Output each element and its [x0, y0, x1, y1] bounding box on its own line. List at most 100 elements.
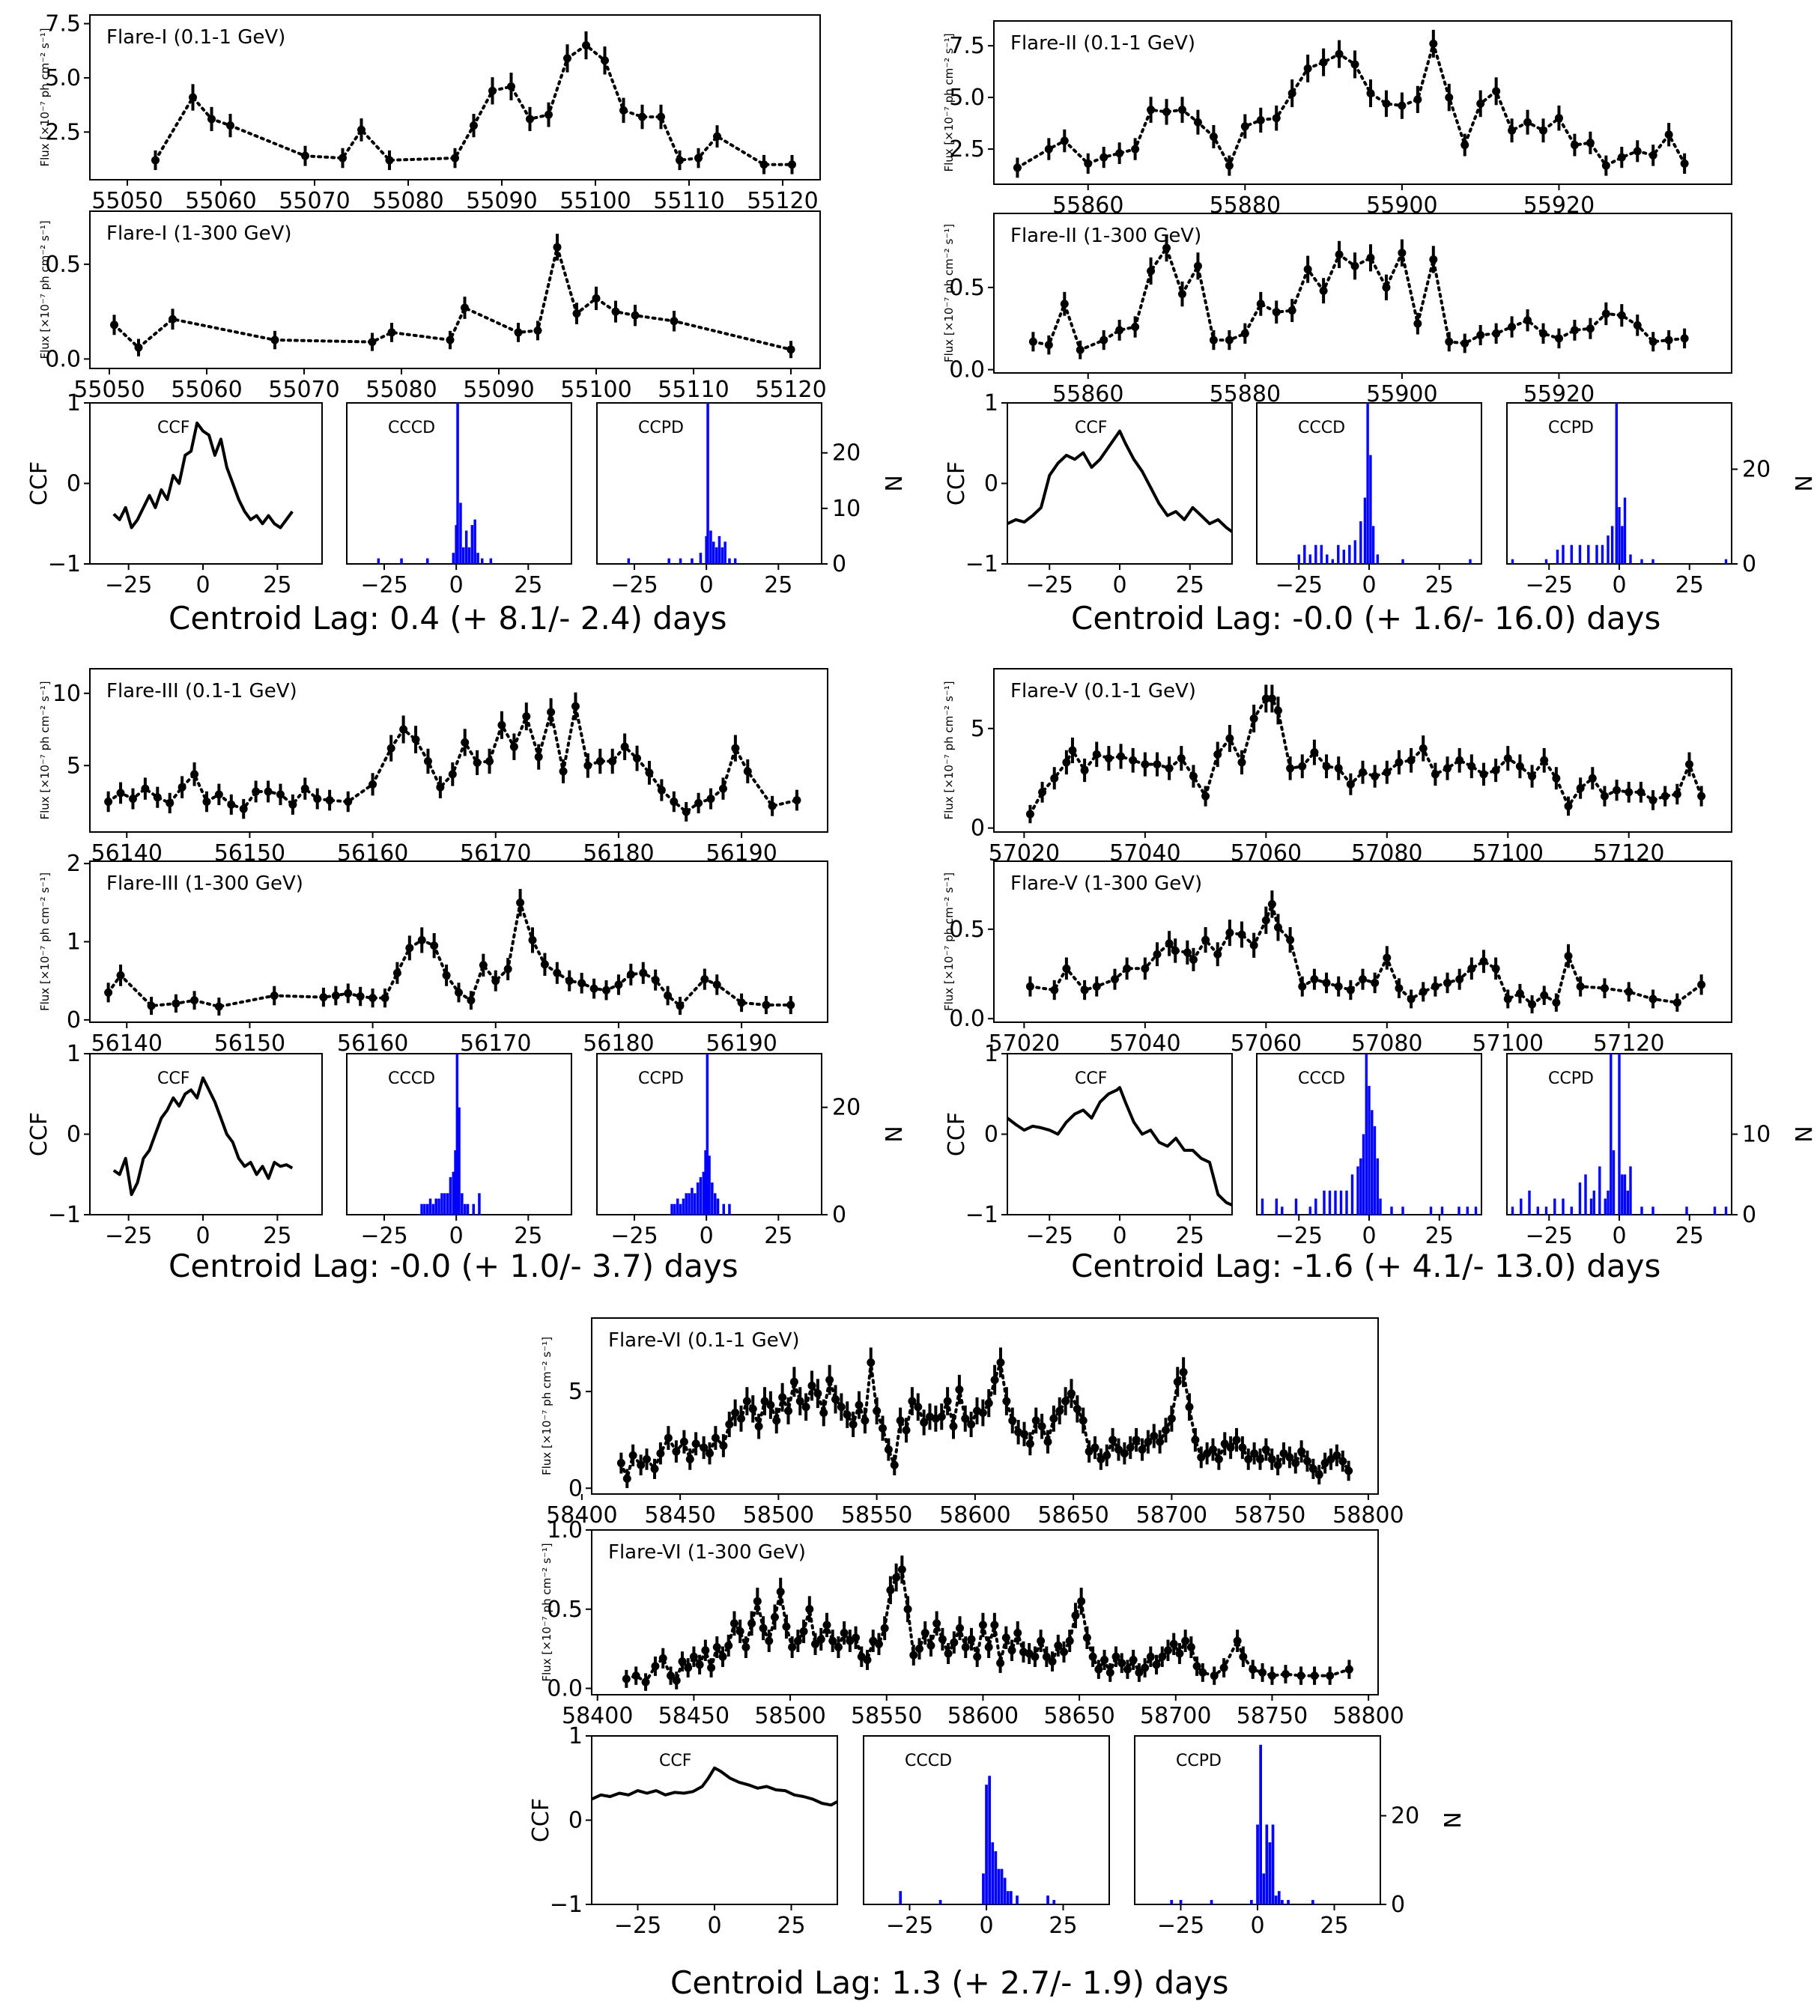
- lc-flare-6-soft-point: [766, 1400, 775, 1409]
- lc-flare-2-hard-point: [1429, 255, 1438, 264]
- lc-flare-5-hard-point: [1141, 964, 1150, 973]
- lc-flare-6-soft-point: [1073, 1404, 1082, 1413]
- lc-flare-2-soft-ytick-label: 5.0: [949, 85, 985, 111]
- ccpd-flare-6-xtick-label: −25: [1157, 1913, 1204, 1939]
- lc-flare-2-soft-point: [1539, 126, 1548, 135]
- lc-flare-1-soft-point: [619, 106, 628, 115]
- lc-flare-3-soft-point: [411, 735, 420, 744]
- lc-flare-5-hard-point: [1467, 964, 1476, 973]
- lc-flare-2-hard-point: [1303, 265, 1312, 274]
- centroid-lag-flare-3: Centroid Lag: -0.0 (+ 1.0/- 3.7) days: [169, 1248, 738, 1284]
- lc-flare-5-hard-xtick-label: 57060: [1231, 1030, 1302, 1057]
- cccd-flare-1-bar: [452, 553, 455, 564]
- lc-flare-3-soft-point: [559, 767, 568, 776]
- lc-flare-5-hard-point: [1515, 989, 1524, 998]
- lc-flare-6-soft-xtick-label: 58750: [1234, 1502, 1305, 1528]
- lc-flare-3-soft-point: [344, 797, 353, 806]
- ccpd-flare-3-bar: [716, 1198, 720, 1215]
- lc-flare-6-hard-point: [840, 1629, 849, 1637]
- lc-flare-6-hard-point: [880, 1624, 889, 1633]
- lc-flare-2-hard-point: [1099, 336, 1108, 344]
- cccd-flare-1-bar: [459, 503, 462, 564]
- ccpd-flare-3-bar: [691, 1188, 694, 1215]
- cccd-flare-3-bar: [434, 1198, 437, 1215]
- lc-flare-3-hard-point: [614, 980, 623, 989]
- cccd-flare-3-bar: [431, 1203, 435, 1215]
- cccd-flare-6-bar: [994, 1850, 998, 1904]
- ccpd-flare-5-bar: [1598, 1166, 1601, 1215]
- lc-flare-2-soft-point: [1648, 151, 1657, 160]
- ccf-flare-1-ylabel: CCF: [26, 461, 52, 505]
- cccd-flare-5-title: CCCD: [1298, 1069, 1345, 1088]
- lc-flare-5-hard-point: [1080, 986, 1089, 995]
- cccd-flare-1-bar: [377, 558, 380, 564]
- lc-flare-6-hard-point: [1111, 1652, 1120, 1661]
- lc-flare-3-soft-point: [104, 797, 113, 806]
- ccpd-flare-6-bar: [1179, 1900, 1183, 1904]
- lc-flare-2-hard-point: [1060, 300, 1069, 309]
- lc-flare-5-hard-point: [1564, 952, 1573, 961]
- lc-flare-3-hard-point: [116, 971, 125, 980]
- ccpd-flare-5-title: CCPD: [1548, 1069, 1594, 1088]
- lc-flare-5-hard-point: [1407, 995, 1416, 1004]
- lc-flare-5-hard-xtick-label: 57020: [989, 1030, 1060, 1057]
- lc-flare-2-hard-frame: [993, 213, 1732, 374]
- ccpd-flare-3-ytick-label: 0: [832, 1202, 846, 1228]
- lc-flare-3-soft-point: [166, 798, 175, 807]
- cccd-flare-1-bar: [462, 547, 465, 564]
- lc-flare-2-hard-point: [1287, 306, 1296, 315]
- ccpd-flare-2-bar: [1601, 544, 1604, 564]
- lc-flare-2-soft-xtick-label: 55880: [1210, 192, 1281, 219]
- cccd-flare-2-bar: [1337, 544, 1340, 564]
- ccpd-flare-5-bar: [1578, 1182, 1582, 1215]
- lc-flare-3-soft-point: [682, 807, 691, 816]
- lc-flare-3-hard-point: [651, 976, 660, 985]
- ccpd-flare-3-bar: [673, 1203, 676, 1215]
- lc-flare-2-hard-point: [1539, 329, 1548, 338]
- cccd-flare-1-bar: [473, 519, 476, 564]
- lc-flare-1-hard-point: [368, 338, 377, 347]
- lc-flare-6-hard-point: [984, 1643, 993, 1652]
- lc-flare-2-hard-point: [1162, 243, 1171, 252]
- lc-flare-6-soft-xtick-label: 58650: [1037, 1502, 1108, 1528]
- lc-flare-6-soft-xtick-label: 58600: [939, 1502, 1010, 1528]
- lc-flare-3-soft-line: [106, 705, 798, 814]
- lc-flare-2-soft-point: [1225, 161, 1234, 170]
- ccpd-flare-2-xtick-label: −25: [1526, 572, 1573, 598]
- ccf-flare-2-xtick-label: 0: [1112, 572, 1126, 598]
- lc-flare-6-soft-point: [855, 1400, 864, 1409]
- cccd-flare-3-xtick-label: 0: [449, 1223, 464, 1249]
- cccd-flare-6-bar: [1006, 1891, 1010, 1904]
- lc-flare-6-hard-point: [990, 1621, 999, 1630]
- lc-flare-6-soft-point: [1291, 1459, 1300, 1468]
- lc-flare-1-hard-point: [446, 336, 455, 344]
- lc-flare-2-soft-point: [1492, 87, 1501, 96]
- ccpd-flare-2-xtick-label: 0: [1612, 572, 1626, 598]
- lc-flare-5-soft-point: [1050, 774, 1059, 783]
- lc-flare-6-hard-point: [886, 1585, 895, 1594]
- lc-flare-3-soft-xtick-label: 56190: [706, 840, 777, 866]
- lc-flare-3-hard-point: [104, 988, 113, 997]
- ccpd-flare-2-bar: [1610, 526, 1614, 564]
- lc-flare-1-soft-frame: [89, 14, 821, 180]
- lc-flare-6-hard-point: [1001, 1633, 1010, 1642]
- lc-flare-5-hard-point: [1503, 995, 1512, 1004]
- lc-flare-6-soft-xtick-label: 58700: [1136, 1502, 1207, 1528]
- lc-flare-3-soft-point: [670, 797, 679, 806]
- lc-flare-2-hard-point: [1366, 253, 1375, 262]
- lc-flare-6-soft-point: [650, 1464, 659, 1473]
- lc-flare-1-hard-xtick-label: 55050: [73, 377, 145, 403]
- lc-flare-3-soft-ytick-label: 5: [67, 753, 81, 779]
- cccd-flare-2-xtick-label: −25: [1275, 572, 1323, 598]
- ccpd-flare-1-bar: [706, 403, 709, 564]
- lc-flare-2-soft-point: [1084, 159, 1093, 168]
- centroid-lag-flare-5: Centroid Lag: -1.6 (+ 4.1/- 13.0) days: [1071, 1248, 1660, 1284]
- cccd-flare-2-bar: [1353, 540, 1356, 564]
- ccf-flare-1-frame: [89, 402, 323, 565]
- lc-flare-5-soft-point: [1310, 748, 1319, 757]
- ccpd-flare-2-bar: [1623, 497, 1627, 564]
- cccd-flare-2-bar: [1348, 544, 1351, 564]
- lc-flare-6-hard-point: [956, 1624, 965, 1633]
- ccf-flare-6-frame: [591, 1735, 838, 1905]
- lc-flare-5-hard-point: [1153, 950, 1162, 959]
